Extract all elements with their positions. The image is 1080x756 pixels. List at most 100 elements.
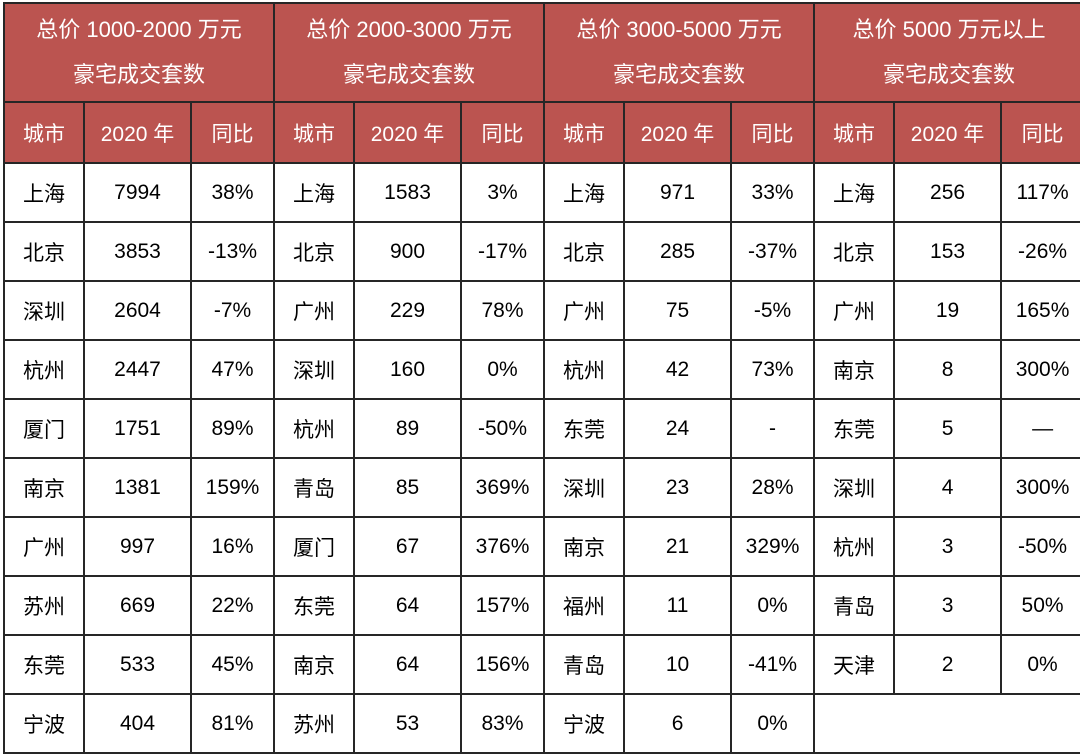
city-cell: 深圳 <box>273 339 356 400</box>
count-cell: 3853 <box>83 221 192 282</box>
city-cell: 深圳 <box>813 457 896 518</box>
yoy-cell: 369% <box>460 457 546 518</box>
city-cell: 上海 <box>3 162 85 223</box>
table-row: 苏州 669 22% 东莞 64 157% 福州 11 0% 青岛 3 50% <box>3 575 1080 636</box>
yoy-cell: -26% <box>1000 221 1080 282</box>
group-title-label: 豪宅成交套数 <box>883 62 1016 87</box>
table-row: 杭州 2447 47% 深圳 160 0% 杭州 42 73% 南京 8 300% <box>3 339 1080 400</box>
city-cell: 北京 <box>273 221 356 282</box>
city-cell: 青岛 <box>273 457 356 518</box>
yoy-cell: 0% <box>730 575 816 636</box>
city-cell: 北京 <box>543 221 626 282</box>
city-cell: 青岛 <box>813 575 896 636</box>
count-cell: 404 <box>83 693 192 754</box>
yoy-cell: 50% <box>1000 575 1080 636</box>
table-row: 东莞 533 45% 南京 64 156% 青岛 10 -41% 天津 2 0% <box>3 634 1080 695</box>
count-cell: 971 <box>623 162 733 223</box>
yoy-cell: 73% <box>730 339 816 400</box>
yoy-cell: -13% <box>189 221 276 282</box>
yoy-cell: 157% <box>460 575 546 636</box>
city-cell: 杭州 <box>3 339 85 400</box>
count-cell: 19 <box>893 280 1003 341</box>
yoy-cell: -50% <box>460 398 546 459</box>
city-cell: 北京 <box>3 221 85 282</box>
count-cell: 67 <box>353 516 463 577</box>
count-cell: 11 <box>623 575 733 636</box>
count-cell: 21 <box>623 516 733 577</box>
yoy-cell: 0% <box>1000 634 1080 695</box>
col-header-city: 城市 <box>273 101 356 164</box>
city-cell: 广州 <box>3 516 85 577</box>
col-header-city: 城市 <box>543 101 626 164</box>
count-cell: 5 <box>893 398 1003 459</box>
count-cell: 64 <box>353 634 463 695</box>
col-header-city: 城市 <box>813 101 896 164</box>
city-cell: 深圳 <box>3 280 85 341</box>
city-cell: 宁波 <box>543 693 626 754</box>
column-header-row: 城市 2020 年同比 城市 2020 年同比 城市 2020 年同比 城市 2020 年同比 <box>3 101 1080 164</box>
group-4-title: 总价 5000 万元以上 豪宅成交套数 <box>813 2 1080 103</box>
yoy-cell: 165% <box>1000 280 1080 341</box>
group-title-row: 总价 1000-2000 万元 豪宅成交套数 总价 2000-3000 万元 豪宅成交… <box>2 2 1080 103</box>
city-cell: 天津 <box>813 634 896 695</box>
yoy-cell: -5% <box>730 280 816 341</box>
city-cell: 杭州 <box>813 516 896 577</box>
yoy-cell: 156% <box>460 634 546 695</box>
count-cell: 229 <box>353 280 463 341</box>
city-cell: 南京 <box>273 634 356 695</box>
count-cell: 256 <box>893 162 1003 223</box>
count-cell: 10 <box>623 634 733 695</box>
city-cell: 上海 <box>813 162 896 223</box>
yoy-cell: 81% <box>189 693 276 754</box>
city-cell: 深圳 <box>543 457 626 518</box>
count-cell: 24 <box>623 398 733 459</box>
group-title-price-range: 总价 2000-3000 万元 <box>306 17 512 42</box>
city-cell: 宁波 <box>3 693 85 754</box>
count-cell: 53 <box>353 693 463 754</box>
count-cell: 997 <box>83 516 192 577</box>
col-header-yoy: 同比 <box>730 101 816 164</box>
group-1-title: 总价 1000-2000 万元 豪宅成交套数 <box>2 2 276 103</box>
city-cell: 北京 <box>813 221 896 282</box>
yoy-cell: 300% <box>1000 457 1080 518</box>
count-cell: 160 <box>353 339 463 400</box>
count-cell: 8 <box>893 339 1003 400</box>
count-cell: 285 <box>623 221 733 282</box>
group-title-label: 豪宅成交套数 <box>343 62 476 87</box>
group-title-label: 豪宅成交套数 <box>73 62 206 87</box>
table-row: 北京 3853 -13% 北京 900 -17% 北京 285 -37% 北京 153 -26% <box>3 221 1080 282</box>
yoy-cell: 45% <box>189 634 276 695</box>
yoy-cell: 329% <box>730 516 816 577</box>
city-cell: 苏州 <box>3 575 85 636</box>
count-cell: 4 <box>893 457 1003 518</box>
count-cell: 75 <box>623 280 733 341</box>
yoy-cell: 38% <box>189 162 276 223</box>
yoy-cell: 159% <box>189 457 276 518</box>
count-cell: 2604 <box>83 280 192 341</box>
city-cell: 苏州 <box>273 693 356 754</box>
yoy-cell: 78% <box>460 280 546 341</box>
yoy-cell: - <box>730 398 816 459</box>
group-3-title: 总价 3000-5000 万元 豪宅成交套数 <box>543 2 816 103</box>
count-cell: 64 <box>353 575 463 636</box>
yoy-cell: 28% <box>730 457 816 518</box>
count-cell: 153 <box>893 221 1003 282</box>
col-header-yoy: 同比 <box>460 101 546 164</box>
city-cell: 上海 <box>273 162 356 223</box>
col-header-city: 城市 <box>3 101 85 164</box>
city-cell: 南京 <box>543 516 626 577</box>
yoy-cell: 33% <box>730 162 816 223</box>
col-header-year: 2020 年 <box>893 101 1003 164</box>
group-title-price-range: 总价 3000-5000 万元 <box>576 17 782 42</box>
yoy-cell: 47% <box>189 339 276 400</box>
count-cell: 533 <box>83 634 192 695</box>
group-title-price-range: 总价 1000-2000 万元 <box>36 17 242 42</box>
col-header-year: 2020 年 <box>623 101 733 164</box>
city-cell: 青岛 <box>543 634 626 695</box>
yoy-cell: 0% <box>460 339 546 400</box>
count-cell: 1381 <box>83 457 192 518</box>
city-cell: 东莞 <box>813 398 896 459</box>
yoy-cell: -41% <box>730 634 816 695</box>
table-row: 深圳 2604 -7% 广州 229 78% 广州 75 -5% 广州 19 165% <box>3 280 1080 341</box>
